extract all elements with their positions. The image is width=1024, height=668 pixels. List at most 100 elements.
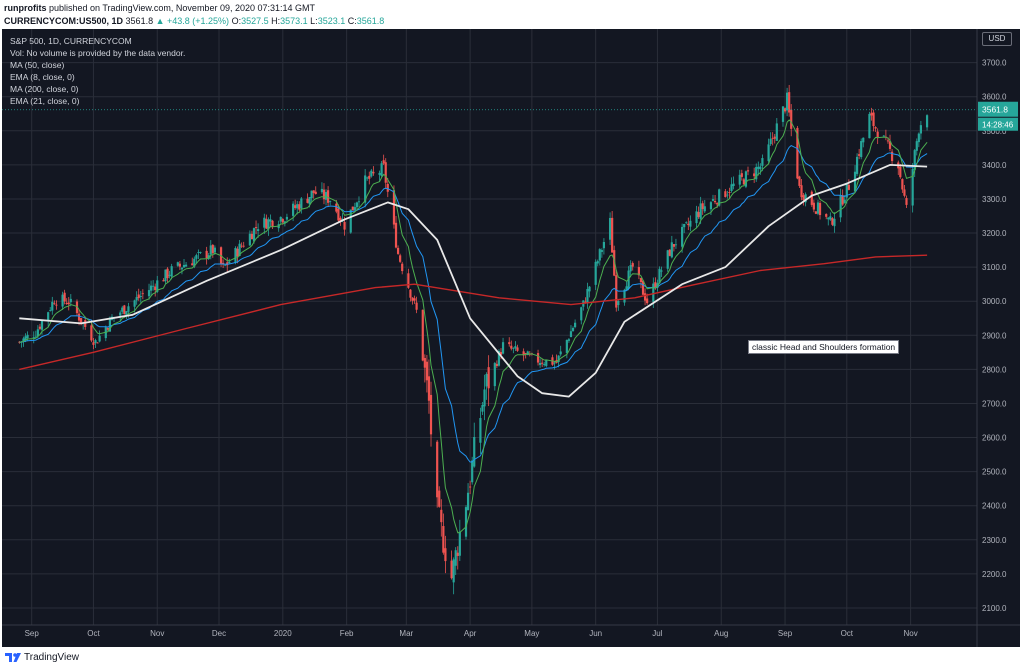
candle-body (53, 303, 56, 305)
candle-body (265, 218, 268, 229)
price-chart[interactable]: 2100.0 2200.0 2300.0 2400.0 2500.0 2600.0 2700… (2, 29, 1020, 647)
candle-body (322, 189, 326, 200)
candle-body (526, 351, 529, 356)
candle-body (242, 245, 245, 247)
candle-body (565, 340, 568, 353)
legend-ma50[interactable]: MA (50, close) (10, 60, 65, 70)
candle-body (413, 298, 416, 301)
legend-ema21[interactable]: EMA (21, close, 0) (10, 96, 80, 106)
x-tick-label: Apr (464, 629, 477, 638)
candle-body (139, 296, 142, 297)
candle-body (357, 201, 361, 203)
candle-body (580, 307, 583, 321)
candle-body (829, 216, 832, 220)
x-tick-label: May (524, 629, 539, 638)
candle-body (781, 106, 785, 122)
y-tick-label: 3700.0 (982, 59, 1007, 68)
publication-header: runprofits published on TradingView.com,… (0, 0, 1024, 29)
candle-body (522, 351, 525, 356)
candle-body (753, 173, 756, 177)
ohlc-open-label: O: (231, 16, 242, 26)
candle-body (38, 326, 42, 329)
x-tick-label: Feb (340, 629, 354, 638)
candle-body (296, 204, 299, 209)
candle-body (162, 280, 165, 282)
y-tick-label: 2800.0 (982, 365, 1007, 374)
candle-body (771, 137, 774, 139)
candle-body (726, 194, 729, 196)
candle-body (96, 342, 99, 344)
candle-body (588, 286, 591, 292)
candle-body (623, 289, 626, 303)
currency-button[interactable]: USD (982, 32, 1012, 46)
candle-body (339, 217, 342, 221)
candle-body (901, 179, 904, 190)
candle-body (868, 113, 871, 139)
ohlc-close-label: C: (347, 16, 357, 26)
candle-body (668, 249, 671, 256)
chart-panel[interactable]: 2100.0 2200.0 2300.0 2400.0 2500.0 2600.0 2700… (2, 29, 1020, 647)
ohlc-high-label: H: (271, 16, 281, 26)
candle-body (450, 560, 453, 579)
candle-body (641, 280, 645, 295)
candle-body (67, 302, 70, 305)
candle-body (429, 394, 433, 435)
candle-body (818, 202, 822, 216)
candle-body (454, 550, 457, 566)
y-tick-label: 3300.0 (982, 195, 1007, 204)
legend-volume-note: Vol: No volume is provided by the data v… (10, 48, 186, 58)
candle-body (372, 171, 375, 174)
candle-body (440, 509, 443, 523)
candle-body (814, 211, 818, 214)
x-tick-label: Dec (212, 629, 226, 638)
candle-body (843, 199, 846, 203)
candle-body (32, 337, 35, 339)
candle-body (611, 217, 614, 253)
candle-body (147, 290, 151, 297)
ema21-line (19, 145, 928, 463)
legend-ma200[interactable]: MA (200, close, 0) (10, 84, 79, 94)
candle-body (386, 183, 389, 192)
candle-body (211, 244, 214, 254)
candle-body (224, 264, 227, 266)
candle-body (154, 286, 157, 291)
candle-body (646, 298, 649, 304)
candle-body (108, 317, 112, 332)
candle-body (571, 327, 575, 331)
candle-body (47, 312, 50, 322)
candle-body (191, 263, 194, 266)
candle-body (298, 204, 301, 210)
candle-body (382, 160, 385, 164)
candle-body (512, 347, 515, 349)
candle-body (213, 247, 216, 253)
candle-body (248, 233, 251, 246)
candle-body (176, 262, 179, 266)
candle-body (22, 338, 25, 343)
candle-body (697, 212, 700, 217)
candle-body (833, 218, 836, 227)
last-price-tag (978, 101, 1018, 117)
author-name[interactable]: runprofits (4, 3, 47, 13)
candle-body (464, 507, 468, 537)
candle-body (34, 336, 37, 338)
candle-body (658, 268, 661, 284)
candle-body (746, 170, 750, 172)
candle-body (858, 154, 861, 156)
candle-body (670, 242, 673, 258)
candle-body (744, 171, 748, 187)
price-change: ▲ +43.8 (+1.25%) (155, 16, 230, 26)
candle-body (713, 201, 717, 203)
candle-body (874, 127, 877, 129)
candle-body (687, 223, 690, 226)
candle-body (919, 125, 922, 134)
y-tick-label: 2400.0 (982, 502, 1007, 511)
candle-body (343, 221, 346, 230)
candle-body (399, 255, 402, 262)
candle-body (415, 302, 418, 310)
candle-body (882, 135, 885, 137)
legend-ema8[interactable]: EMA (8, close, 0) (10, 72, 75, 82)
candle-body (69, 298, 72, 303)
candle-body (366, 177, 369, 179)
y-tick-label: 3500.0 (982, 127, 1007, 136)
quote-line: CURRENCYCOM:US500, 1D 3561.8 ▲ +43.8 (+1… (4, 16, 384, 26)
